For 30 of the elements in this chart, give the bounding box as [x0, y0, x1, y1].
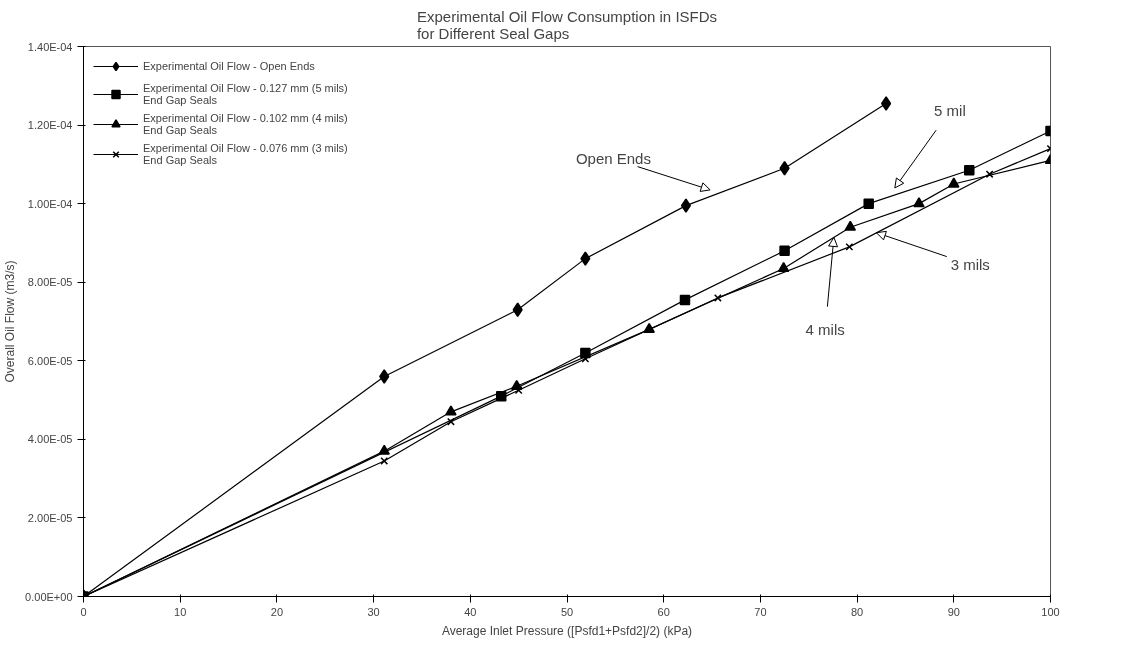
y-tick-label: 6.00E-05	[27, 354, 73, 367]
x-tick-label: 10	[174, 605, 187, 618]
y-tick-label: 4.00E-05	[27, 433, 73, 446]
x-axis-title: Average Inlet Pressure ([Psfd1+Psfd2]/2) (kPa)	[441, 623, 693, 638]
y-tick-label: 0.00E+00	[25, 590, 73, 603]
annotation: 3 mils	[950, 256, 990, 274]
annotation: Open Ends	[575, 150, 651, 168]
legend-label: Experimental Oil Flow - 0.127 mm (5 mils) End Gap Seals	[143, 82, 348, 106]
legend-label: Experimental Oil Flow - 0.076 mm (3 mils) End Gap Seals	[143, 142, 348, 166]
annotation: 5 mil	[934, 102, 966, 120]
x-tick-label: 0	[80, 605, 87, 618]
legend-label: Experimental Oil Flow - 0.102 mm (4 mils) End Gap Seals	[143, 112, 348, 136]
annotation: 4 mils	[805, 321, 845, 339]
y-tick-label: 1.40E-04	[27, 40, 73, 53]
y-tick-label: 8.00E-05	[27, 276, 73, 289]
x-tick-label: 40	[464, 605, 477, 618]
y-tick-label: 1.00E-04	[27, 197, 73, 210]
chart-title: Experimental Oil Flow Consumption in ISFDs for Different Seal Gaps	[416, 7, 718, 42]
x-tick-label: 50	[560, 605, 574, 618]
y-tick-label: 2.00E-05	[27, 511, 73, 524]
x-tick-label: 80	[850, 605, 864, 618]
x-tick-label: 90	[947, 605, 960, 618]
y-axis-title: Overall Oil Flow (m3/s)	[3, 260, 18, 383]
y-tick-label: 1.20E-04	[27, 119, 73, 132]
x-tick-label: 70	[754, 605, 767, 618]
legend-label: Experimental Oil Flow - Open Ends	[143, 60, 315, 72]
x-tick-label: 100	[1041, 605, 1060, 618]
x-tick-label: 20	[270, 605, 284, 618]
x-tick-label: 60	[657, 605, 670, 618]
x-tick-label: 30	[367, 605, 380, 618]
